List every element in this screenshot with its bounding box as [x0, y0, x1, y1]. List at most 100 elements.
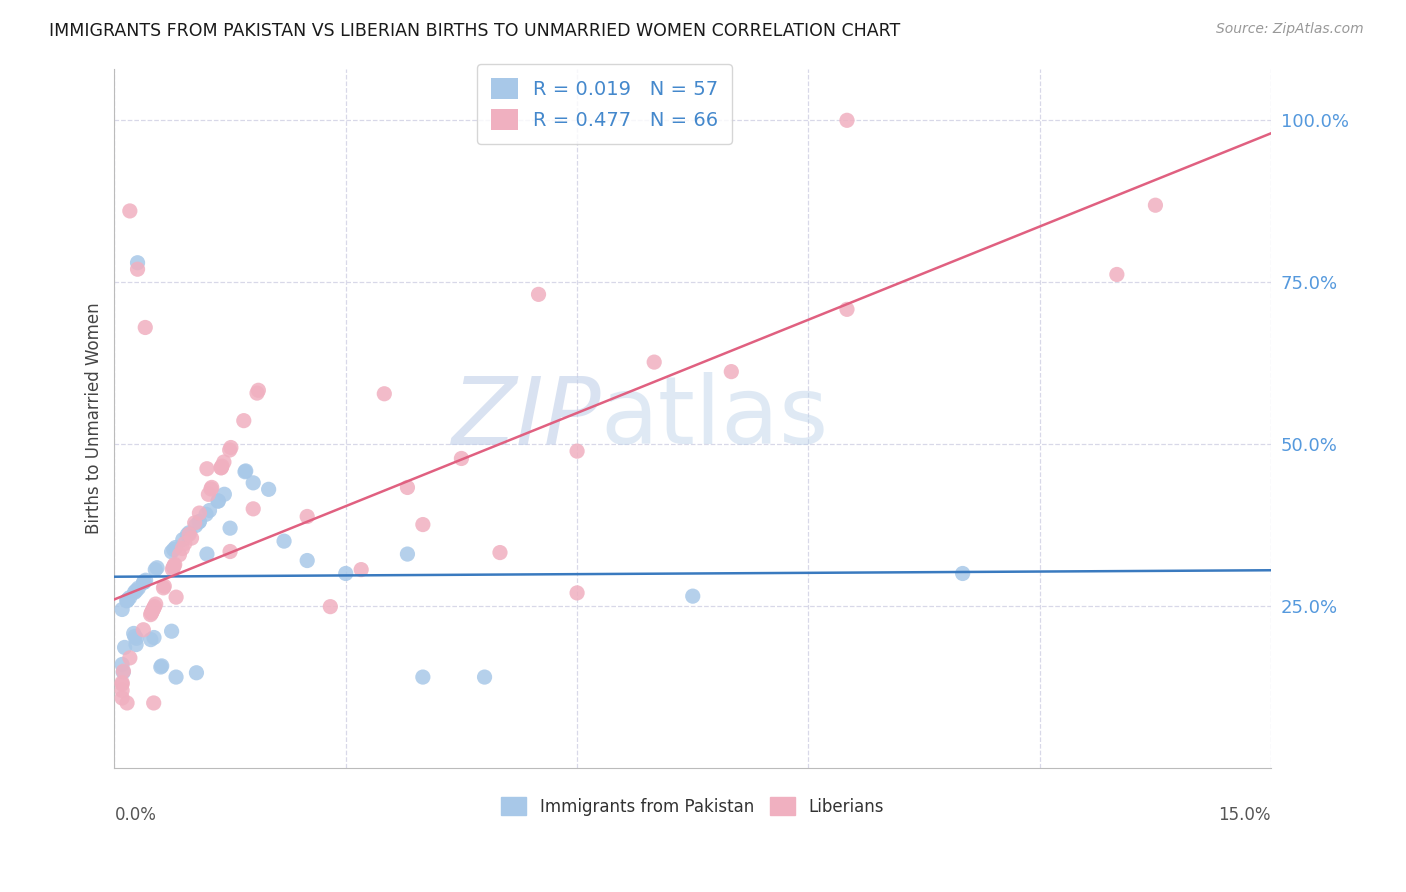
Point: [412, 670, 434, 684]
Point: [127, 262, 149, 277]
Point: [112, 665, 135, 679]
Point: [139, 632, 162, 647]
Point: [143, 563, 166, 577]
Point: [118, 591, 141, 605]
Point: [242, 475, 264, 490]
Point: [295, 553, 318, 567]
Point: [373, 386, 395, 401]
Point: [132, 575, 155, 590]
Point: [176, 528, 198, 542]
Point: [124, 630, 146, 644]
Point: [114, 640, 136, 655]
Point: [952, 566, 974, 581]
Point: [200, 482, 222, 496]
Point: [134, 574, 156, 589]
Point: [143, 599, 166, 614]
Point: [139, 607, 162, 622]
Point: [111, 677, 134, 691]
Point: [257, 483, 280, 497]
Point: [273, 534, 295, 549]
Point: [172, 533, 194, 547]
Point: [179, 525, 201, 540]
Legend: Immigrants from Pakistan, Liberians: Immigrants from Pakistan, Liberians: [495, 791, 891, 822]
Point: [127, 581, 149, 595]
Point: [209, 460, 232, 475]
Point: [160, 624, 183, 639]
Point: [146, 561, 169, 575]
Point: [350, 563, 373, 577]
Point: [396, 480, 419, 494]
Point: [720, 365, 742, 379]
Point: [835, 302, 858, 317]
Point: [214, 487, 236, 501]
Point: [111, 657, 134, 672]
Point: [172, 541, 194, 556]
Point: [163, 559, 186, 574]
Point: [295, 509, 318, 524]
Point: [242, 501, 264, 516]
Point: [195, 461, 218, 475]
Point: [111, 675, 134, 690]
Text: 15.0%: 15.0%: [1219, 806, 1271, 824]
Point: [396, 547, 419, 561]
Point: [1144, 198, 1167, 212]
Point: [134, 320, 156, 334]
Point: [201, 480, 224, 494]
Point: [115, 696, 138, 710]
Point: [319, 599, 342, 614]
Point: [188, 506, 211, 520]
Point: [186, 665, 208, 680]
Point: [162, 560, 184, 574]
Point: [142, 696, 165, 710]
Point: [212, 455, 235, 469]
Point: [112, 664, 135, 678]
Point: [218, 442, 240, 457]
Point: [150, 659, 173, 673]
Point: [163, 542, 186, 557]
Point: [179, 527, 201, 541]
Point: [211, 459, 233, 474]
Text: atlas: atlas: [600, 372, 828, 464]
Point: [195, 508, 218, 522]
Point: [565, 444, 588, 458]
Point: [141, 606, 163, 620]
Point: [142, 601, 165, 615]
Point: [173, 536, 195, 550]
Point: [1105, 268, 1128, 282]
Point: [143, 631, 166, 645]
Point: [124, 585, 146, 599]
Point: [565, 586, 588, 600]
Point: [489, 545, 512, 559]
Point: [165, 590, 187, 604]
Text: 0.0%: 0.0%: [114, 806, 156, 824]
Point: [195, 547, 218, 561]
Point: [122, 626, 145, 640]
Text: IMMIGRANTS FROM PAKISTAN VS LIBERIAN BIRTHS TO UNMARRIED WOMEN CORRELATION CHART: IMMIGRANTS FROM PAKISTAN VS LIBERIAN BIR…: [49, 22, 900, 40]
Point: [125, 632, 148, 646]
Point: [835, 113, 858, 128]
Point: [111, 602, 134, 616]
Point: [450, 451, 472, 466]
Point: [197, 487, 219, 501]
Point: [184, 518, 207, 533]
Point: [643, 355, 665, 369]
Point: [412, 517, 434, 532]
Point: [141, 605, 163, 619]
Point: [125, 638, 148, 652]
Point: [118, 203, 141, 218]
Point: [127, 256, 149, 270]
Point: [111, 691, 134, 706]
Text: Source: ZipAtlas.com: Source: ZipAtlas.com: [1216, 22, 1364, 37]
Point: [118, 651, 141, 665]
Point: [219, 521, 242, 535]
Point: [132, 575, 155, 590]
Point: [247, 384, 270, 398]
Point: [132, 623, 155, 637]
Point: [141, 604, 163, 618]
Point: [162, 562, 184, 576]
Point: [527, 287, 550, 301]
Point: [219, 544, 242, 558]
Point: [111, 683, 134, 698]
Text: ZIP: ZIP: [450, 373, 600, 464]
Point: [135, 573, 157, 587]
